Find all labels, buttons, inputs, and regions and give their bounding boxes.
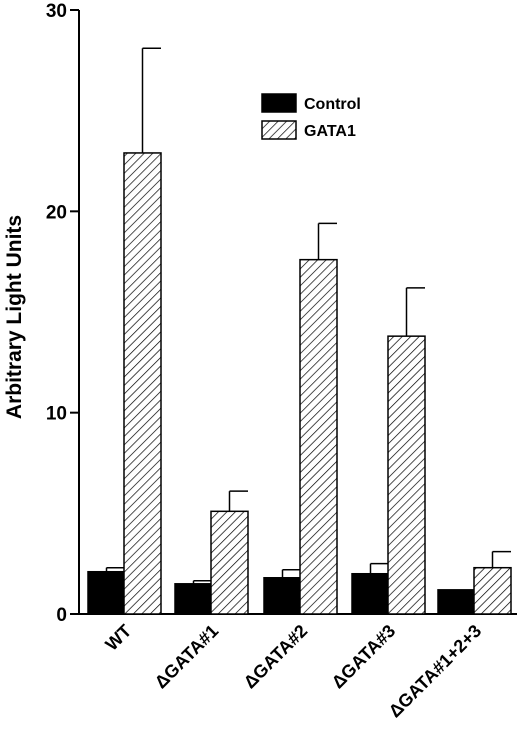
legend-swatch-control <box>261 93 297 113</box>
bar-gata1 <box>387 335 426 615</box>
bar-gata1 <box>473 566 512 615</box>
bar-gata1 <box>299 258 338 615</box>
y-tick-label: 10 <box>46 404 67 425</box>
legend: Control GATA1 <box>261 93 361 140</box>
legend-label-gata1: GATA1 <box>304 123 356 140</box>
bar-control <box>87 570 126 615</box>
y-tick-label: 20 <box>46 202 67 223</box>
legend-swatch-gata1 <box>261 120 297 140</box>
bar-control <box>437 589 476 615</box>
x-category-label: ΔGATA#1+2+3 <box>385 621 486 722</box>
y-tick-label: 30 <box>46 1 67 22</box>
x-category-label: ΔGATA#3 <box>328 621 400 693</box>
bar-control <box>174 583 213 615</box>
bar-control <box>351 572 390 615</box>
x-category-label: ΔGATA#2 <box>240 621 312 693</box>
y-axis-title: Arbitrary Light Units <box>3 215 26 419</box>
bars <box>87 47 512 615</box>
bar-control <box>263 577 302 615</box>
legend-label-control: Control <box>304 96 361 113</box>
x-category-label: ΔGATA#1 <box>151 621 223 693</box>
bar-gata1 <box>123 152 162 615</box>
bar-gata1 <box>210 510 249 615</box>
y-tick-label: 0 <box>56 605 67 626</box>
x-category-label: WT <box>101 621 135 655</box>
